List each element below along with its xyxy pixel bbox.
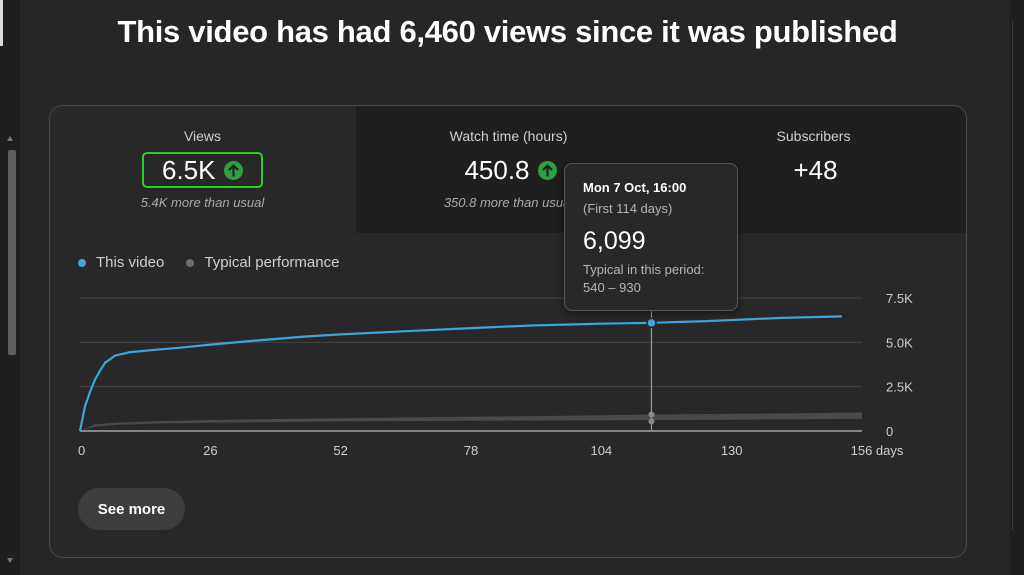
page-headline: This video has had 6,460 views since it … (117, 14, 898, 49)
y-tick-label: 0 (886, 424, 893, 439)
tooltip-typical-label: Typical in this period: (583, 262, 705, 277)
legend-item-this-video[interactable]: This video (78, 254, 164, 271)
legend-item-typical[interactable]: Typical performance (186, 254, 339, 271)
legend-label: Typical performance (204, 254, 340, 271)
tooltip-typical-range: 540 – 930 (583, 280, 641, 295)
metric-value-wrap: +48 (775, 152, 851, 188)
scroll-up-icon[interactable] (7, 136, 13, 141)
scrollbar-thumb[interactable] (8, 150, 16, 355)
left-panel-edge (0, 0, 20, 575)
metric-value-highlight: 6.5K (142, 152, 263, 188)
hover-point-this-video (646, 317, 657, 329)
metric-value-wrap: 450.8 (446, 152, 570, 188)
x-tick-label: 156 days (851, 443, 904, 458)
metric-label: Watch time (hours) (449, 128, 568, 144)
x-tick-label: 52 (333, 443, 347, 458)
metric-note: 350.8 more than usual (443, 195, 574, 210)
arrow-up-icon (223, 160, 243, 180)
x-tick-label: 78 (464, 443, 478, 458)
x-tick-label: 104 (590, 443, 612, 458)
panel-divider (1012, 20, 1013, 530)
metric-value-row: 6.5K (50, 150, 355, 190)
legend-dot (186, 258, 195, 267)
metric-tabs: Views 6.5K 5.4K more than usual Watch ti… (50, 106, 966, 233)
tooltip-value: 6,099 (583, 227, 646, 255)
metric-tab-views[interactable]: Views 6.5K 5.4K more than usual (50, 106, 355, 233)
metric-label: Subscribers (776, 128, 851, 144)
panel-corner (0, 0, 3, 46)
metric-note: 5.4K more than usual (140, 195, 265, 210)
y-tick-label: 5.0K (886, 335, 913, 350)
series-line-this-video (78, 315, 842, 432)
chart-legend: This video Typical performance (78, 254, 339, 271)
chart-tooltip: Mon 7 Oct, 16:00 (First 114 days) 6,099 … (564, 163, 738, 311)
arrow-up-icon (537, 160, 557, 180)
metric-value: 6.5K (162, 154, 216, 185)
y-tick-label: 2.5K (886, 380, 913, 395)
legend-dot (78, 258, 86, 267)
legend-label: This video (96, 254, 165, 271)
right-panel-edge (1010, 0, 1024, 575)
views-chart[interactable]: 0 2.5K 5.0K 7.5K 0 26 52 78 104 130 156 days (50, 286, 966, 486)
x-tick-label: 0 (78, 443, 85, 458)
x-tick-label: 26 (203, 443, 217, 458)
tooltip-period: (First 114 days) (583, 201, 673, 216)
see-more-button[interactable]: See more (78, 488, 185, 530)
tooltip-date: Mon 7 Oct, 16:00 (583, 180, 687, 195)
hover-point-typical-high (648, 411, 655, 418)
analytics-card: Views 6.5K 5.4K more than usual Watch ti… (49, 105, 967, 558)
scroll-down-icon[interactable] (7, 558, 13, 563)
metric-label: Views (183, 128, 222, 144)
metric-value: 450.8 (464, 154, 530, 185)
metric-value-row: +48 (661, 150, 966, 190)
x-tick-label: 130 (721, 443, 743, 458)
metric-value-row: 450.8 (356, 150, 661, 190)
metric-value: +48 (793, 154, 838, 185)
hover-point-typical-low (648, 418, 655, 425)
typical-performance-band (80, 412, 862, 431)
y-tick-label: 7.5K (886, 291, 913, 306)
